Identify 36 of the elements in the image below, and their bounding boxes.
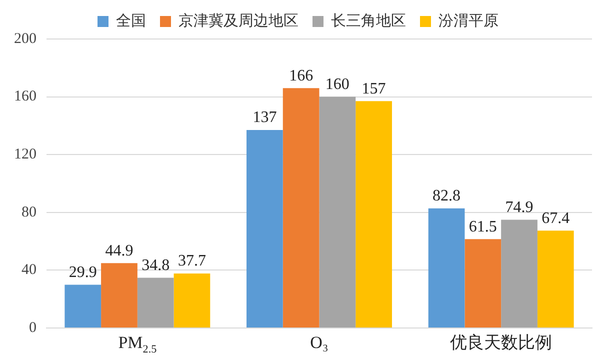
- bar: [282, 88, 320, 328]
- bar: [64, 284, 102, 328]
- data-label: 74.9: [505, 198, 534, 216]
- data-label: 34.8: [142, 256, 170, 274]
- y-tick-label: 200: [14, 30, 36, 47]
- data-label: 166: [289, 67, 314, 84]
- data-label: 29.9: [68, 264, 97, 281]
- bar: [428, 208, 465, 328]
- bar: [101, 263, 138, 328]
- data-label: 157: [362, 80, 386, 98]
- data-label: 82.8: [432, 188, 461, 205]
- bar: [137, 278, 174, 328]
- data-label: 37.7: [178, 252, 206, 270]
- bar: [246, 130, 283, 328]
- y-tick-label: 160: [14, 88, 36, 105]
- data-label: 160: [325, 76, 350, 94]
- bar: [464, 239, 502, 328]
- y-tick-label: 120: [14, 146, 36, 163]
- bar: [356, 101, 392, 328]
- legend-label: 全国: [116, 12, 146, 30]
- data-label: 61.5: [468, 218, 497, 236]
- data-label: 67.4: [542, 210, 570, 227]
- legend-label: 长三角地区: [331, 12, 406, 30]
- bar: [319, 96, 356, 328]
- x-tick-label: 优良天数比例: [450, 333, 552, 352]
- y-tick-label: 40: [22, 262, 36, 278]
- legend-label: 汾渭平原: [438, 12, 498, 30]
- legend-label: 京津冀及周边地区: [178, 12, 298, 30]
- data-label: 44.9: [105, 242, 134, 260]
- y-tick-label: 80: [22, 204, 36, 220]
- x-tick-label: O₃: [310, 333, 328, 352]
- bar: [174, 274, 210, 328]
- bar: [537, 230, 574, 328]
- y-tick-label: 0: [29, 320, 36, 336]
- data-label: 137: [252, 109, 277, 126]
- bar: [501, 220, 538, 328]
